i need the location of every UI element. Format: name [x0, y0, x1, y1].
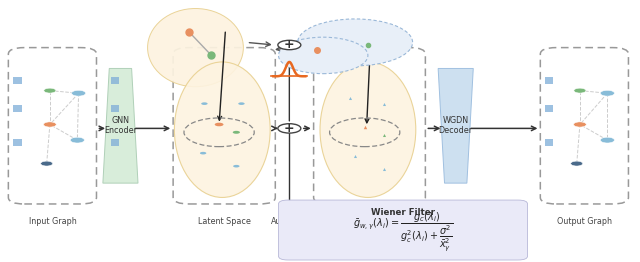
- Circle shape: [298, 19, 413, 66]
- FancyBboxPatch shape: [173, 48, 275, 204]
- Circle shape: [214, 123, 223, 126]
- Text: Latent Space: Latent Space: [198, 217, 251, 226]
- Circle shape: [278, 37, 368, 74]
- Circle shape: [238, 102, 244, 105]
- Polygon shape: [438, 68, 473, 183]
- FancyBboxPatch shape: [639, 77, 640, 84]
- FancyBboxPatch shape: [545, 77, 553, 84]
- Circle shape: [201, 102, 207, 105]
- Text: Input Graph: Input Graph: [29, 217, 76, 226]
- Circle shape: [70, 137, 84, 143]
- Text: +: +: [284, 39, 294, 52]
- FancyBboxPatch shape: [13, 77, 22, 84]
- Text: WGDN
Decoder: WGDN Decoder: [438, 116, 473, 135]
- Ellipse shape: [320, 62, 416, 198]
- Circle shape: [278, 40, 301, 50]
- FancyBboxPatch shape: [545, 106, 553, 112]
- FancyBboxPatch shape: [111, 77, 119, 84]
- Text: Output Graph: Output Graph: [557, 217, 612, 226]
- Circle shape: [278, 124, 301, 133]
- Text: Augment: Augment: [271, 217, 308, 226]
- FancyBboxPatch shape: [111, 106, 119, 112]
- FancyBboxPatch shape: [545, 139, 553, 146]
- FancyBboxPatch shape: [278, 200, 527, 260]
- Text: Augmented Space: Augmented Space: [332, 217, 406, 226]
- FancyBboxPatch shape: [13, 139, 22, 146]
- Text: Wiener Filter: Wiener Filter: [371, 208, 435, 217]
- Text: +: +: [284, 122, 294, 135]
- Circle shape: [571, 161, 583, 166]
- Ellipse shape: [174, 62, 270, 198]
- FancyBboxPatch shape: [111, 139, 119, 146]
- Circle shape: [44, 122, 56, 127]
- Circle shape: [44, 88, 56, 93]
- Circle shape: [200, 152, 206, 155]
- Text: $\bar{g}_{w,\gamma}(\lambda_i) = \dfrac{g_c(\lambda_i)}{g_c^2(\lambda_i)+\dfrac{: $\bar{g}_{w,\gamma}(\lambda_i) = \dfrac{…: [353, 211, 453, 254]
- Circle shape: [573, 122, 586, 127]
- Circle shape: [72, 90, 86, 96]
- FancyBboxPatch shape: [639, 106, 640, 112]
- Circle shape: [574, 88, 586, 93]
- FancyBboxPatch shape: [8, 48, 97, 204]
- Circle shape: [600, 137, 614, 143]
- Circle shape: [41, 161, 52, 166]
- FancyBboxPatch shape: [314, 48, 426, 204]
- FancyBboxPatch shape: [639, 139, 640, 146]
- Text: GNN
Encoder: GNN Encoder: [104, 116, 137, 135]
- Circle shape: [600, 90, 614, 96]
- Circle shape: [233, 131, 240, 134]
- Polygon shape: [103, 68, 138, 183]
- FancyBboxPatch shape: [540, 48, 628, 204]
- Circle shape: [233, 165, 239, 167]
- Ellipse shape: [148, 8, 243, 87]
- FancyBboxPatch shape: [13, 106, 22, 112]
